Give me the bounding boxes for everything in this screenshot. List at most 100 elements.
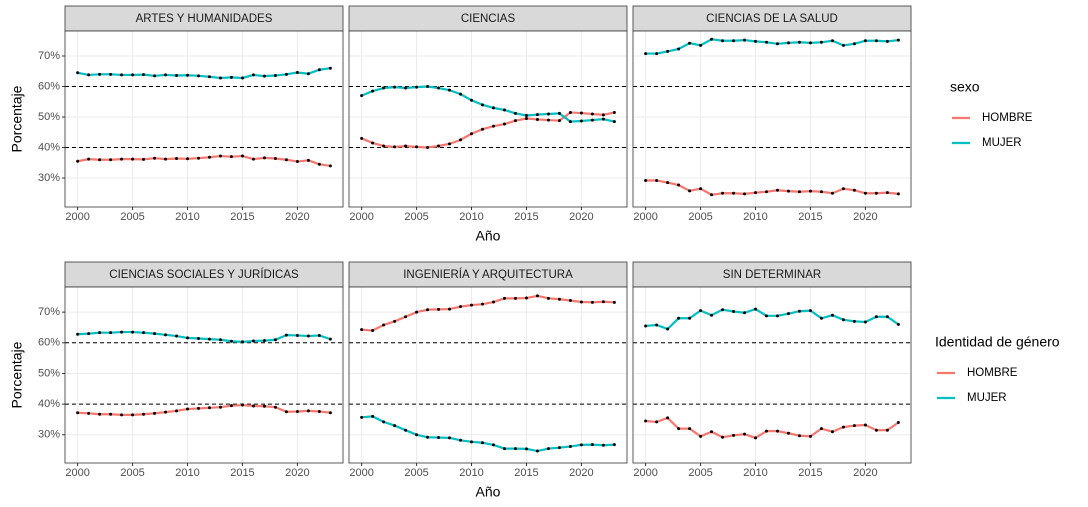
data-point <box>590 112 594 116</box>
panel-title: SIN DETERMINAR <box>723 269 821 281</box>
data-point <box>688 189 692 193</box>
data-point <box>644 178 648 182</box>
data-point <box>721 191 725 195</box>
data-point <box>885 428 889 432</box>
data-point <box>743 432 747 436</box>
data-point <box>612 120 616 124</box>
data-point <box>317 162 321 166</box>
data-point <box>382 420 386 424</box>
data-point <box>579 111 583 115</box>
data-point <box>874 315 878 319</box>
data-point <box>568 110 572 114</box>
data-point <box>437 307 441 311</box>
data-point <box>601 443 605 447</box>
x-tick-label: 2010 <box>459 211 483 223</box>
data-point <box>568 120 572 124</box>
strip <box>348 5 628 32</box>
series-line <box>361 85 615 123</box>
data-point <box>284 333 288 337</box>
data-point <box>502 296 506 300</box>
data-point <box>655 178 659 182</box>
data-point <box>207 155 211 159</box>
data-point <box>251 157 255 161</box>
data-point <box>786 41 790 45</box>
data-point <box>557 446 561 450</box>
data-point <box>797 309 801 313</box>
data-point <box>481 127 485 131</box>
data-point <box>546 118 550 122</box>
data-point <box>218 405 222 409</box>
data-point <box>808 41 812 45</box>
data-point <box>841 43 845 47</box>
x-tick-label: 2000 <box>65 211 89 223</box>
data-point <box>393 85 397 89</box>
data-point <box>535 117 539 121</box>
data-point <box>786 312 790 316</box>
data-point <box>590 300 594 304</box>
data-point <box>109 412 113 416</box>
data-point <box>426 435 430 439</box>
data-point <box>470 98 474 102</box>
data-point <box>404 315 408 319</box>
data-point <box>393 145 397 149</box>
x-tick-label: 2015 <box>798 467 822 479</box>
series-line <box>77 330 331 343</box>
data-point <box>765 190 769 194</box>
data-point <box>579 443 583 447</box>
y-tick-label: 50% <box>38 111 60 123</box>
panel-bg <box>65 31 343 207</box>
data-point <box>688 41 692 45</box>
data-point <box>273 157 277 161</box>
data-point <box>535 294 539 298</box>
data-point <box>142 73 146 77</box>
data-point <box>524 117 528 121</box>
x-tick-label: 2005 <box>688 211 712 223</box>
x-tick-label: 2020 <box>285 211 309 223</box>
data-point <box>448 307 452 311</box>
data-point <box>153 74 157 78</box>
data-point <box>186 73 190 77</box>
data-point <box>743 192 747 196</box>
data-point <box>131 330 135 334</box>
x-tick-label: 2010 <box>743 211 767 223</box>
data-point <box>164 410 168 414</box>
data-point <box>459 138 463 142</box>
data-point <box>797 434 801 438</box>
data-point <box>186 407 190 411</box>
data-point <box>557 119 561 123</box>
data-point <box>251 339 255 343</box>
series-line <box>645 416 899 440</box>
data-point <box>317 68 321 72</box>
data-point <box>841 318 845 322</box>
data-point <box>819 40 823 44</box>
series-line <box>645 179 899 196</box>
data-point <box>262 74 266 78</box>
data-point <box>142 157 146 161</box>
x-tick-label: 2010 <box>743 467 767 479</box>
data-point <box>415 145 419 149</box>
data-point <box>852 319 856 323</box>
data-point <box>535 113 539 117</box>
x-tick-label: 2020 <box>569 211 593 223</box>
data-point <box>120 157 124 161</box>
data-point <box>207 406 211 410</box>
data-point <box>371 141 375 145</box>
data-point <box>120 330 124 334</box>
x-tick-label: 2015 <box>514 211 538 223</box>
series-line <box>77 403 331 416</box>
data-point <box>666 49 670 53</box>
data-point <box>502 108 506 112</box>
data-point <box>546 447 550 451</box>
data-point <box>87 332 91 336</box>
data-point <box>317 333 321 337</box>
data-point <box>186 336 190 340</box>
x-tick-label: 2000 <box>633 467 657 479</box>
data-point <box>852 42 856 46</box>
data-point <box>830 39 834 43</box>
data-point <box>295 333 299 337</box>
data-point <box>459 305 463 309</box>
y-tick-label: 70% <box>38 50 60 62</box>
data-point <box>775 314 779 318</box>
data-point <box>491 300 495 304</box>
data-point <box>360 136 364 140</box>
